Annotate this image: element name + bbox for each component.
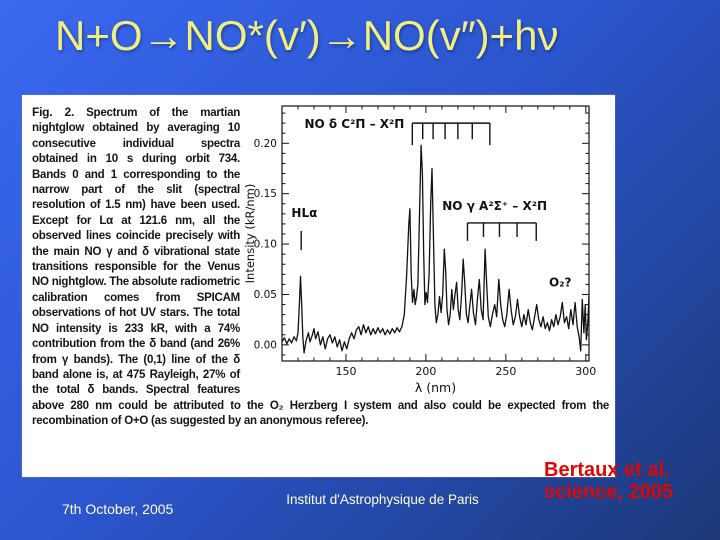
footer-institute: Institut d'Astrophysique de Paris <box>286 492 479 507</box>
x-tick-label: 300 <box>575 365 596 378</box>
x-axis-label: λ (nm) <box>415 380 456 395</box>
spectrum-plot: 150 200 250 300 0.00 0.05 0.10 0.15 0.20 λ (nm) In… <box>243 101 609 395</box>
footer-date: 7th October, 2005 <box>62 501 174 517</box>
delta-band-label: NO δ C²Π – X²Π <box>304 117 404 131</box>
citation-line-1: Bertaux et al. <box>544 459 670 481</box>
hla-label: HLα <box>291 206 317 220</box>
y-tick-label: 0.10 <box>254 239 277 251</box>
citation-line-2: science, 2005 <box>544 481 673 503</box>
y-tick-label: 0.20 <box>254 138 277 150</box>
caption-label: Fig. 2. <box>32 105 75 119</box>
figure-caption: Fig. 2. Spectrum of the martian nightglo… <box>32 105 609 430</box>
o2-label: O₂? <box>549 275 571 289</box>
y-axis-label: Intensity (kR/nm) <box>244 184 257 284</box>
slide-title: N+O→NO*(v′)→NO(v″)+hν <box>55 12 559 59</box>
plot-frame <box>281 105 590 362</box>
x-tick-label: 250 <box>495 365 516 378</box>
x-tick-label: 150 <box>335 365 356 378</box>
figure-panel: 150 200 250 300 0.00 0.05 0.10 0.15 0.20 λ (nm) In… <box>22 95 615 477</box>
gamma-band-label: NO γ A²Σ⁺ – X²Π <box>442 199 547 213</box>
y-tick-label: 0.15 <box>254 188 277 200</box>
spectrum-line <box>281 144 590 354</box>
citation: Bertaux et al. science, 2005 <box>544 459 673 503</box>
spectrum-svg: 150 200 250 300 0.00 0.05 0.10 0.15 0.20 λ (nm) In… <box>243 105 596 395</box>
caption-text: Spectrum of the martian nightglow obtain… <box>32 107 609 428</box>
x-tick-label: 200 <box>415 365 436 378</box>
y-tick-label: 0.05 <box>254 289 277 301</box>
y-tick-label: 0.00 <box>254 339 277 351</box>
